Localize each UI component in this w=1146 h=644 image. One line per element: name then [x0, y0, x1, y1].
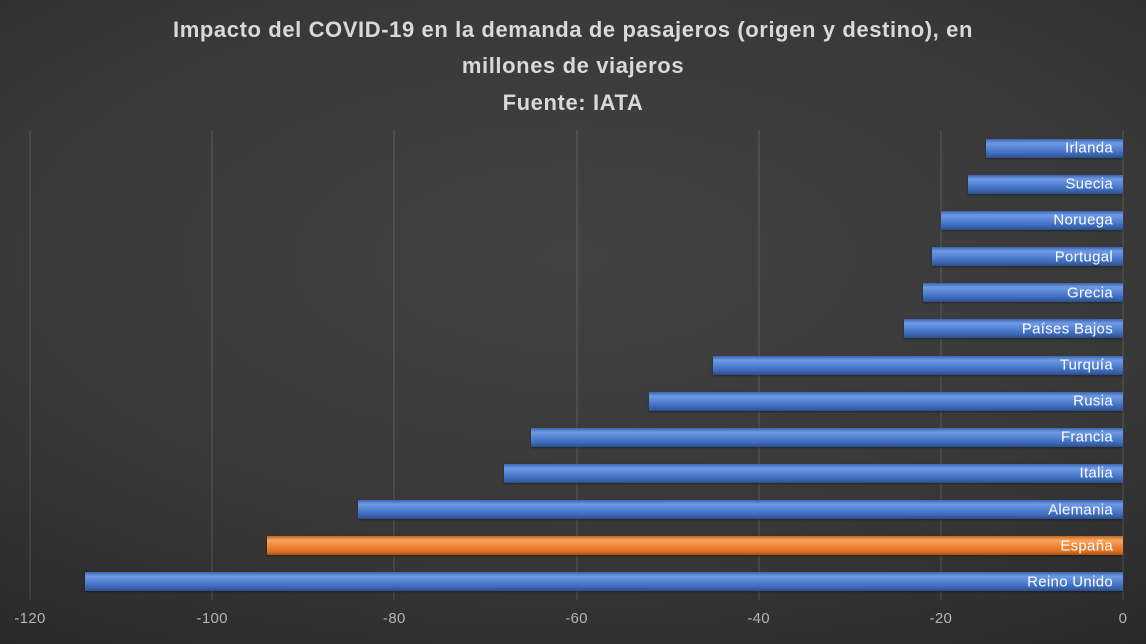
gridline	[29, 130, 31, 600]
bar-rusia	[649, 391, 1123, 411]
x-axis-tick-label: -20	[929, 610, 953, 627]
bar-label: Grecia	[1067, 284, 1113, 302]
bar-label: Países Bajos	[1021, 320, 1113, 338]
bar-alemania	[357, 500, 1123, 520]
bar-row: España	[30, 528, 1123, 564]
gridline	[1122, 130, 1124, 600]
bar-label: Turquía	[1059, 356, 1113, 374]
x-axis-tick-label: -80	[383, 610, 406, 627]
bar-turquía	[713, 355, 1123, 375]
bar-chart: Irlanda Suecia Noruega Portugal Grecia Países…	[14, 130, 1127, 627]
x-axis-tick-label: -60	[565, 610, 588, 627]
chart-source: Fuente: IATA	[502, 90, 644, 115]
bar-row: Rusia	[30, 383, 1123, 419]
bar-label: Alemania	[1048, 501, 1113, 519]
bar-suecia	[968, 174, 1123, 194]
bar-row: Alemania	[30, 492, 1123, 528]
bar-row: Italia	[30, 455, 1123, 491]
plot-area: Irlanda Suecia Noruega Portugal Grecia Países…	[29, 130, 1124, 600]
bar-label: Suecia	[1065, 175, 1113, 193]
x-axis-tick-label: -40	[747, 610, 770, 627]
bar-países-bajos	[904, 319, 1123, 339]
gridline	[576, 130, 577, 600]
x-axis: -120 -100 -80 -60 -40 -20 0	[14, 610, 1127, 632]
bars: Irlanda Suecia Noruega Portugal Grecia Países…	[30, 130, 1123, 600]
bar-noruega	[940, 210, 1123, 230]
bar-label: Portugal	[1054, 248, 1113, 266]
bar-grecia	[922, 283, 1123, 303]
bar-españa	[266, 536, 1123, 556]
bar-label: España	[1060, 537, 1113, 555]
bar-row: Grecia	[30, 275, 1123, 311]
bar-label: Irlanda	[1065, 139, 1113, 157]
bar-label: Noruega	[1053, 211, 1113, 229]
chart-title: Impacto del COVID-19 en la demanda de pa…	[173, 17, 973, 78]
bar-reino-unido	[84, 572, 1123, 592]
bar-row: Irlanda	[30, 130, 1123, 166]
bar-portugal	[931, 247, 1123, 267]
gridline	[393, 130, 395, 600]
bar-row: Países Bajos	[30, 311, 1123, 347]
bar-label: Italia	[1079, 464, 1113, 482]
bar-italia	[503, 463, 1123, 483]
chart-title-block: Impacto del COVID-19 en la demanda de pa…	[0, 0, 1146, 122]
bar-row: Turquía	[30, 347, 1123, 383]
bar-label: Francia	[1060, 428, 1113, 446]
gridline	[211, 130, 213, 600]
bar-row: Francia	[30, 419, 1123, 455]
x-axis-tick-label: -100	[196, 610, 228, 627]
bar-label: Rusia	[1073, 392, 1113, 410]
bar-row: Suecia	[30, 166, 1123, 202]
bar-row: Noruega	[30, 202, 1123, 238]
x-axis-tick-label: -120	[14, 610, 46, 627]
x-axis-tick-label: 0	[1118, 610, 1128, 627]
bar-row: Reino Unido	[30, 564, 1123, 600]
bar-label: Reino Unido	[1027, 573, 1113, 591]
bar-francia	[530, 427, 1123, 447]
bar-irlanda	[986, 138, 1123, 158]
bar-row: Portugal	[30, 238, 1123, 274]
